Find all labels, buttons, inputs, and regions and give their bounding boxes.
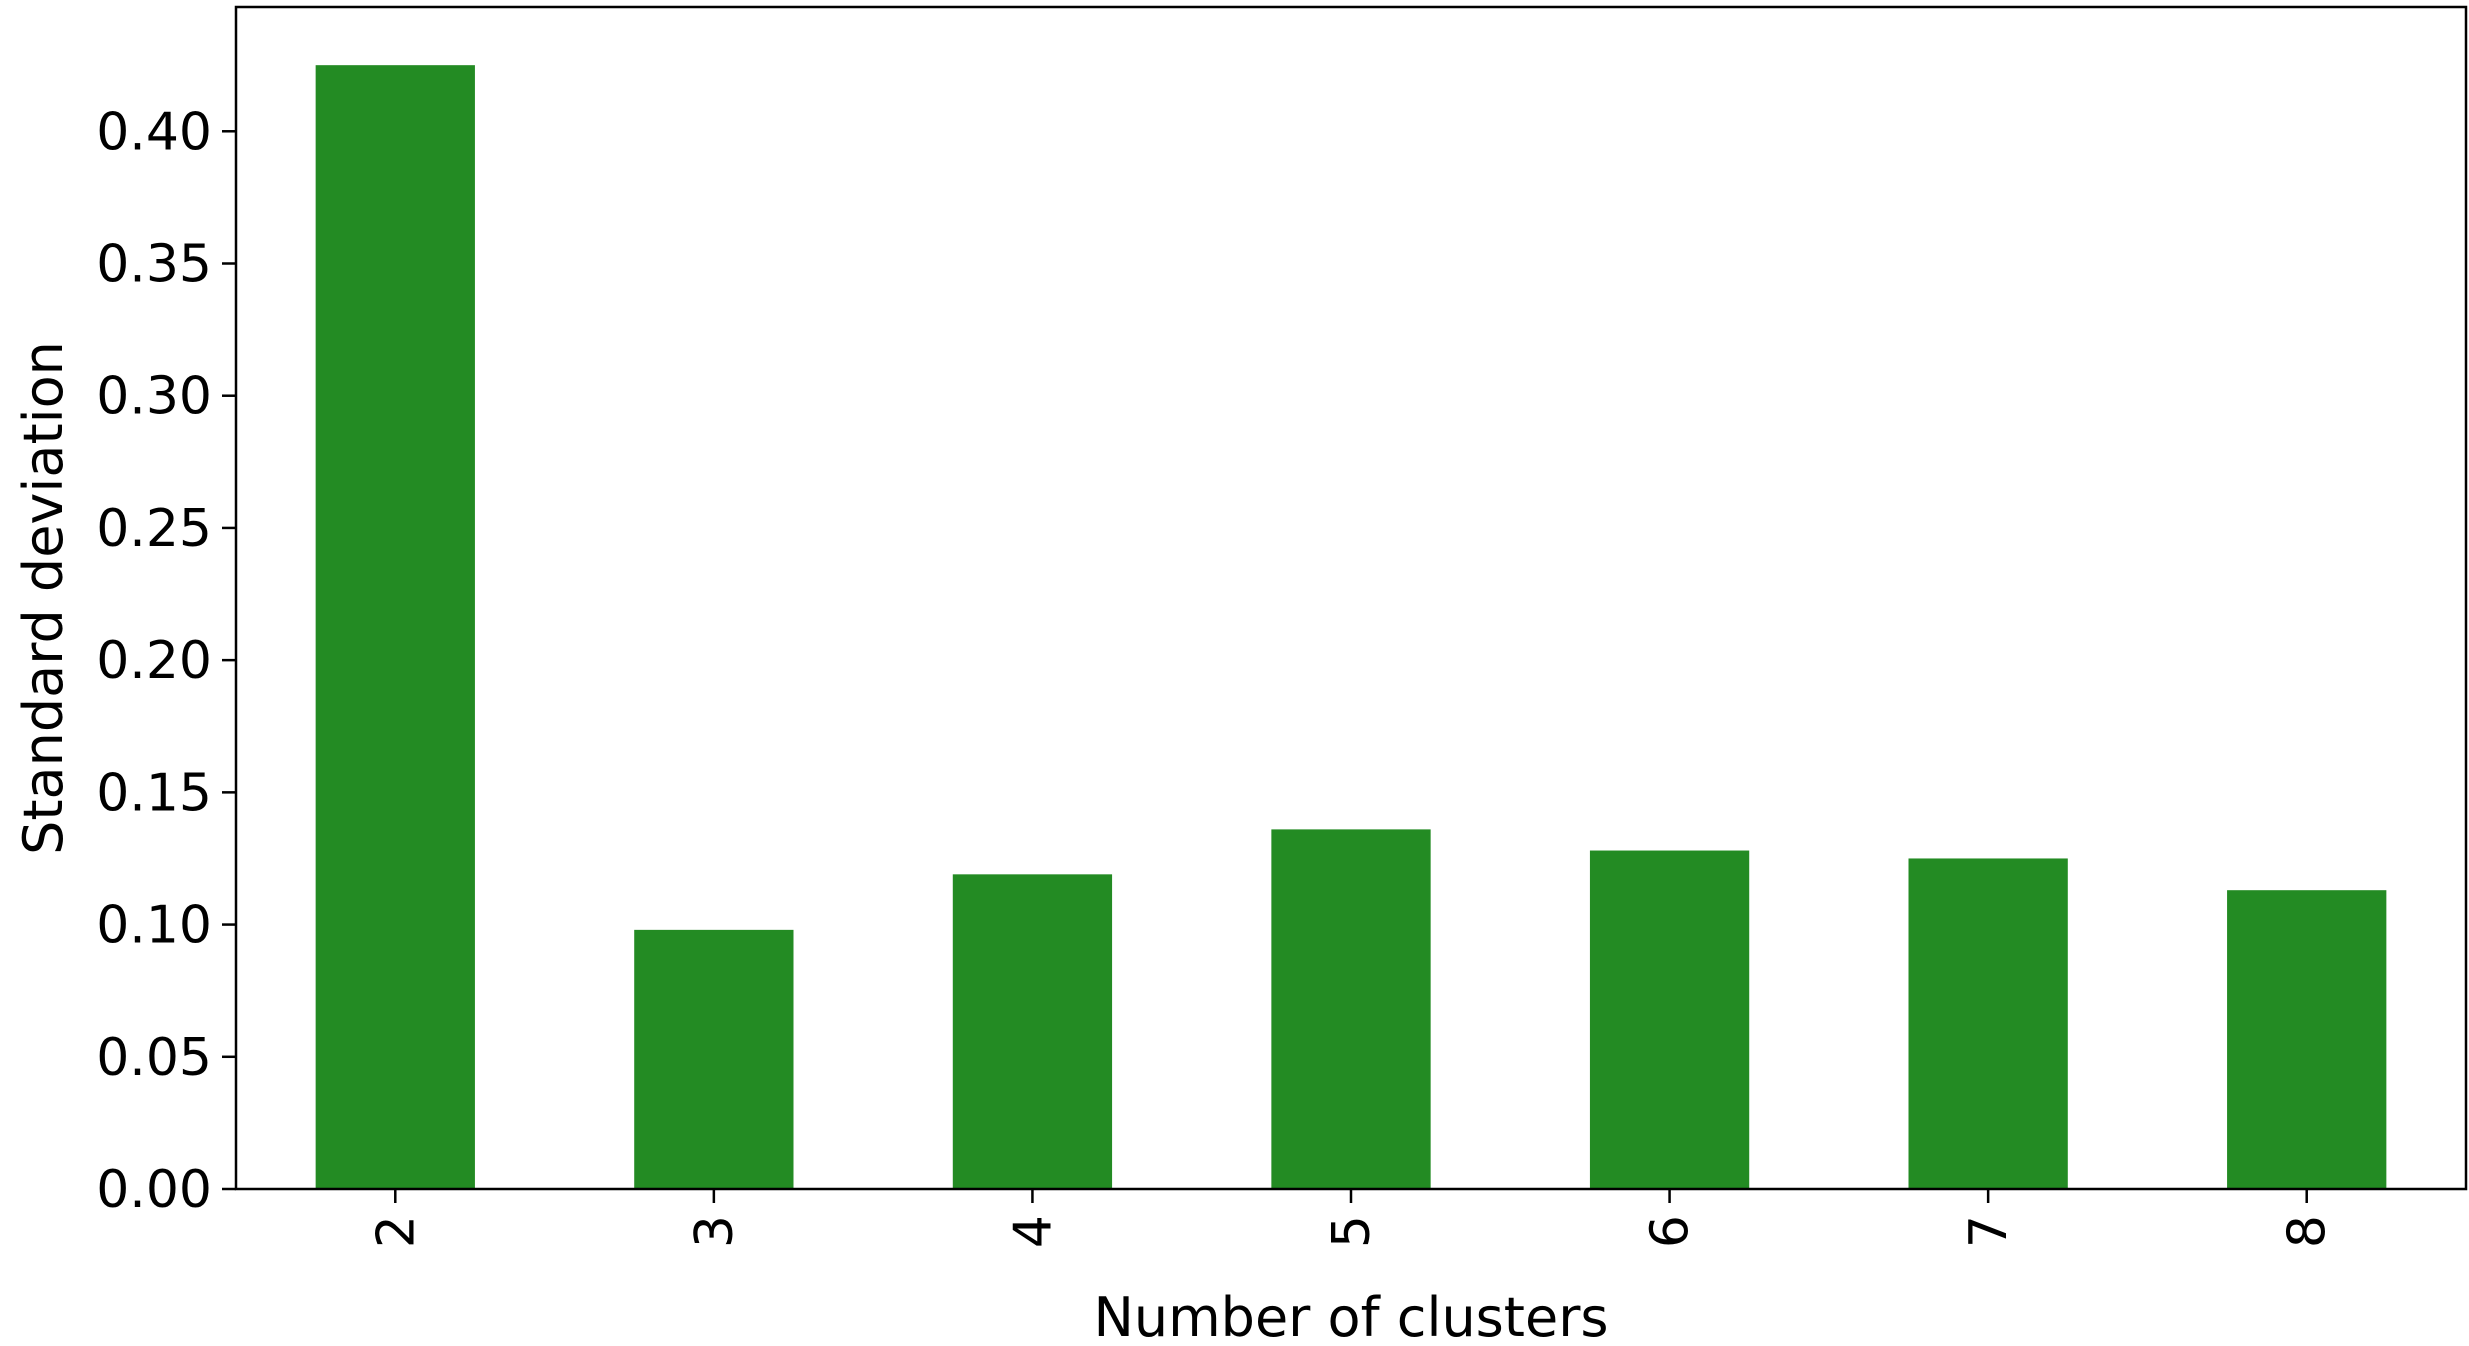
y-tick-label: 0.40 bbox=[96, 102, 212, 162]
bar-2 bbox=[315, 65, 475, 1189]
bar-4 bbox=[952, 874, 1113, 1189]
x-axis-label: Number of clusters bbox=[1093, 1286, 1608, 1346]
y-tick-label: 0.15 bbox=[96, 763, 212, 823]
x-tick-label: 2 bbox=[366, 1215, 426, 1248]
bar-3 bbox=[634, 929, 794, 1189]
bars-group bbox=[315, 65, 2387, 1189]
y-axis-label: Standard deviation bbox=[12, 341, 75, 855]
x-tick-label: 6 bbox=[1641, 1215, 1701, 1248]
y-tick-label: 0.35 bbox=[96, 235, 212, 295]
x-tick-label: 4 bbox=[1003, 1215, 1063, 1248]
x-tick-label: 3 bbox=[685, 1215, 745, 1248]
x-tick-label: 5 bbox=[1322, 1215, 1382, 1248]
y-axis: 0.00 0.05 0.10 0.15 0.20 0.25 0.30 0.35 0.40 bbox=[96, 102, 236, 1220]
y-tick-label: 0.30 bbox=[96, 367, 212, 427]
y-tick-label: 0.05 bbox=[96, 1028, 212, 1088]
y-tick-label: 0.00 bbox=[96, 1160, 212, 1220]
bar-5 bbox=[1271, 829, 1431, 1189]
y-tick-label: 0.20 bbox=[96, 631, 212, 691]
x-tick-label: 8 bbox=[2278, 1215, 2338, 1248]
y-tick-label: 0.25 bbox=[96, 499, 212, 559]
bar-8 bbox=[2227, 890, 2387, 1189]
x-axis: 2 3 4 5 6 7 8 bbox=[366, 1189, 2338, 1248]
bar-7 bbox=[1908, 858, 2068, 1189]
bar-6 bbox=[1589, 850, 1750, 1189]
x-tick-label: 7 bbox=[1959, 1215, 2019, 1248]
y-tick-label: 0.10 bbox=[96, 896, 212, 956]
